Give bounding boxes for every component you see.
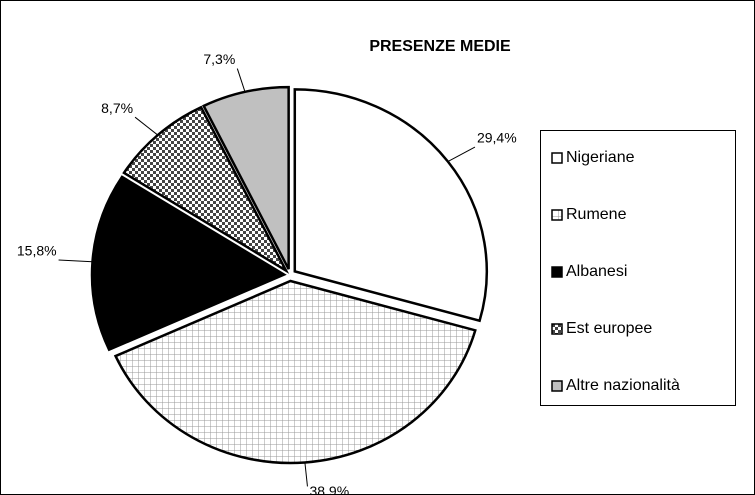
legend-swatch	[551, 209, 563, 221]
value-label: 8,7%	[101, 100, 133, 116]
legend-label: Altre nazionalità	[566, 377, 680, 394]
legend-label: Rumene	[566, 206, 627, 223]
pie-slice	[113, 279, 477, 465]
value-label: 29,4%	[477, 130, 517, 146]
leader-line	[304, 462, 308, 487]
leader-line	[236, 68, 246, 93]
legend-swatch	[551, 152, 563, 164]
pie-slice	[90, 175, 287, 352]
legend-label: Albanesi	[566, 263, 627, 280]
value-label: 7,3%	[203, 51, 235, 67]
legend-label: Nigeriane	[566, 149, 635, 166]
legend-swatch	[551, 323, 563, 335]
pie-slice	[293, 88, 488, 323]
legend-swatch	[551, 266, 563, 278]
legend-swatch	[551, 380, 563, 392]
value-label: 15,8%	[17, 243, 57, 259]
value-label: 38,9%	[309, 483, 349, 495]
leader-line	[58, 259, 93, 263]
legend-label: Est europee	[566, 320, 652, 337]
leader-line	[134, 116, 159, 136]
leader-line	[447, 146, 476, 162]
legend-box	[540, 130, 736, 406]
chart-title: PRESENZE MEDIE	[369, 38, 511, 55]
